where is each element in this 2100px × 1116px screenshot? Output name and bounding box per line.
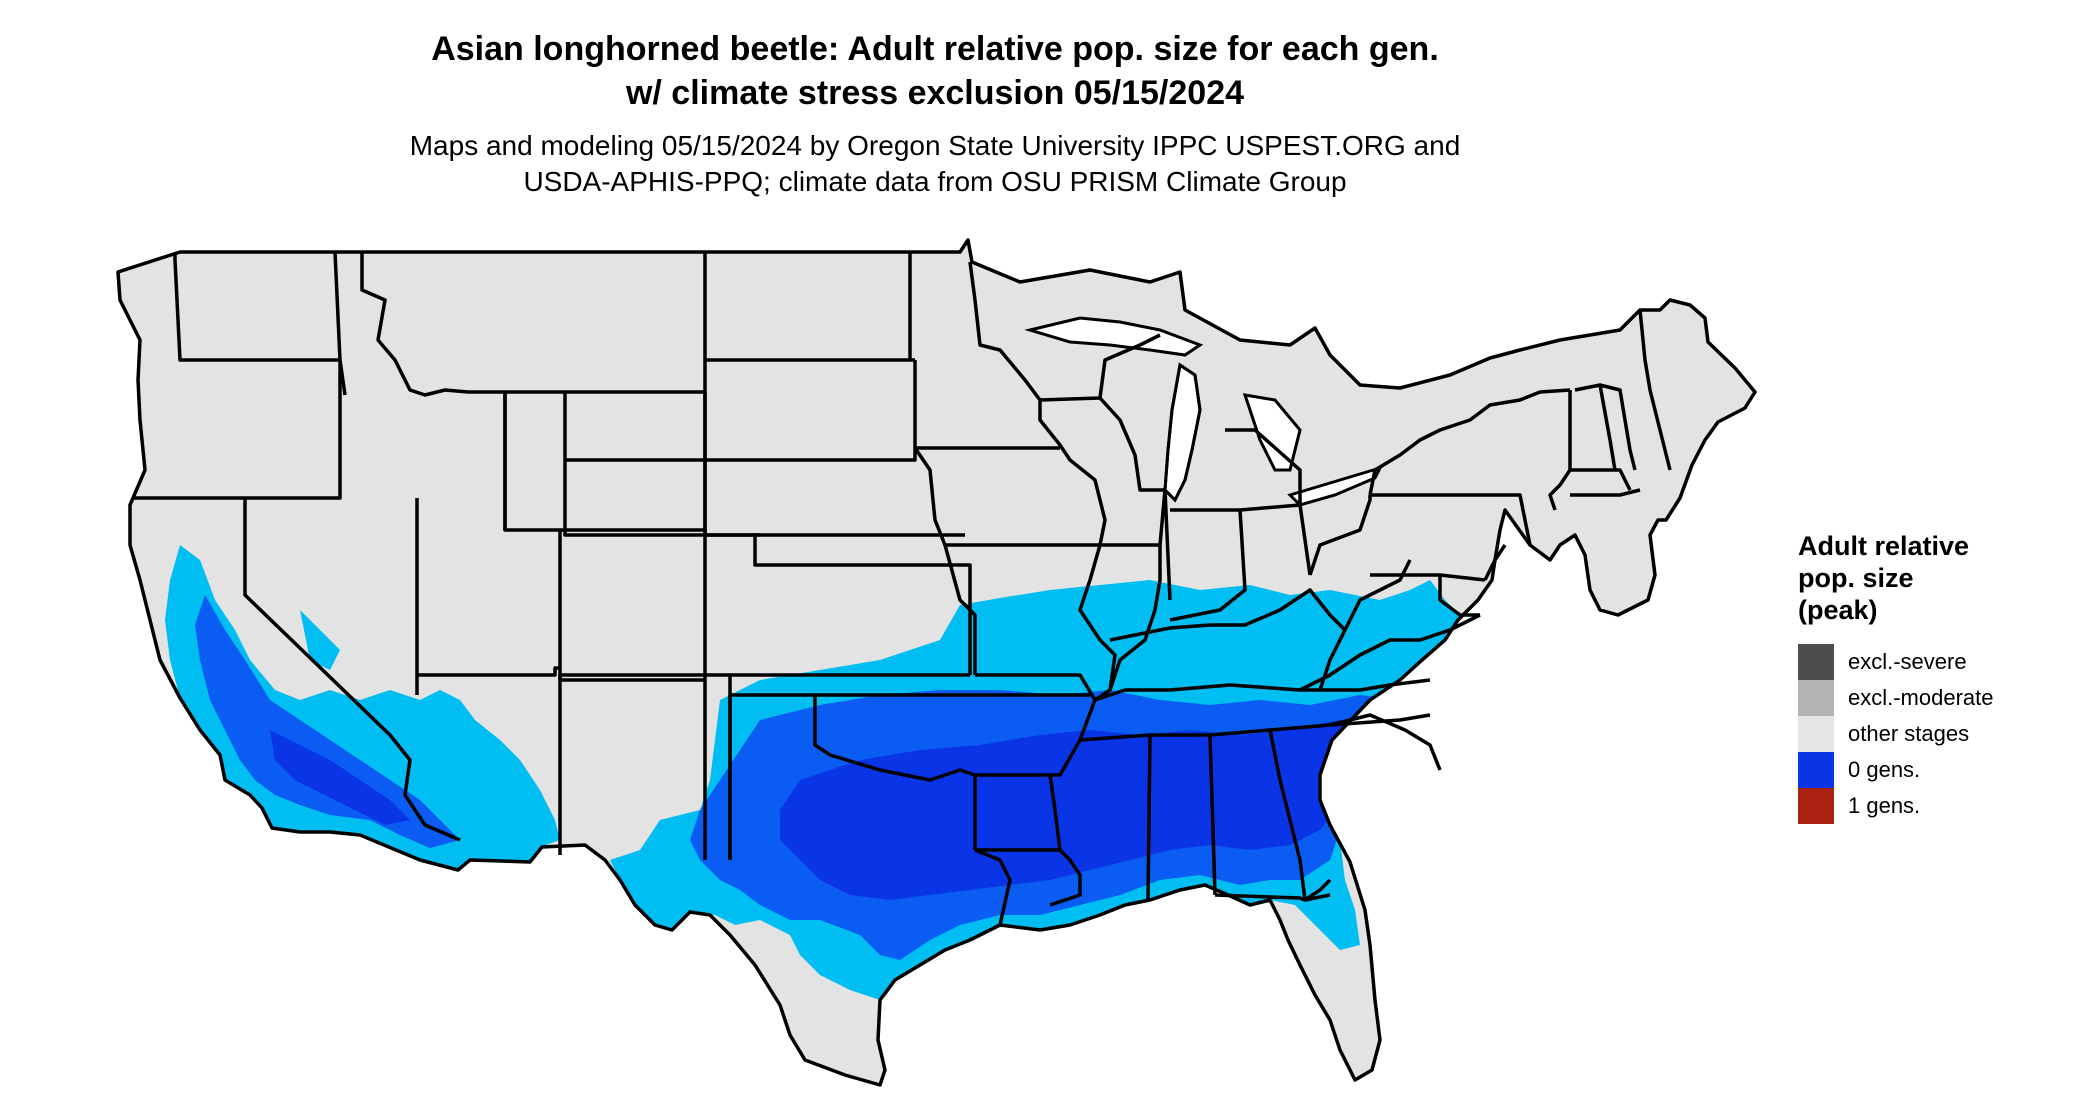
population-region-mid-west [195,595,460,848]
population-overlay [165,545,1510,1000]
legend-label-other-stages: other stages [1848,721,1970,746]
legend-item-0-gens: 0 gens. [1798,752,2088,788]
legend-label-excl-severe: excl.-severe [1848,649,1967,674]
legend-item-excl-severe: excl.-severe [1798,644,2088,680]
lake-superior [1024,316,1204,357]
state-borders [116,238,1757,1087]
population-region-high-socal [270,730,410,825]
legend-label-1-gens: 1 gens. [1848,793,1921,818]
legend: Adult relative pop. size (peak) excl.-se… [1798,530,2088,824]
us-outline [116,238,1757,1087]
legend-swatch-excl-severe [1798,644,1834,680]
legend-item-excl-moderate: excl.-moderate [1798,680,2088,716]
legend-label-excl-moderate: excl.-moderate [1848,685,1994,710]
legend-title: Adult relative pop. size (peak) [1798,530,2088,626]
lake-huron [1242,393,1302,472]
legend-swatch-1-gens [1798,788,1834,824]
legend-item-1-gens: 1 gens. [1798,788,2088,824]
legend-title-line-2: pop. size [1798,563,1914,593]
legend-item-other-stages: other stages [1798,716,2088,752]
map-title-line-1: Asian longhorned beetle: Adult relative … [431,30,1439,68]
legend-title-line-3: (peak) [1798,595,1878,625]
map-title-line-2: w/ climate stress exclusion 05/15/2024 [625,74,1245,112]
legend-swatch-other-stages [1798,716,1834,752]
population-region-high [780,715,1465,900]
population-region-low-rockies [300,610,340,670]
legend-swatch-0-gens [1798,752,1834,788]
legend-label-0-gens: 0 gens. [1848,757,1921,782]
legend-swatch-excl-moderate [1798,680,1834,716]
map-subtitle-line-1: Maps and modeling 05/15/2024 by Oregon S… [409,130,1461,161]
map-subtitle-line-2: USDA-APHIS-PPQ; climate data from OSU PR… [523,166,1347,197]
legend-title-line-1: Adult relative [1798,531,1970,561]
